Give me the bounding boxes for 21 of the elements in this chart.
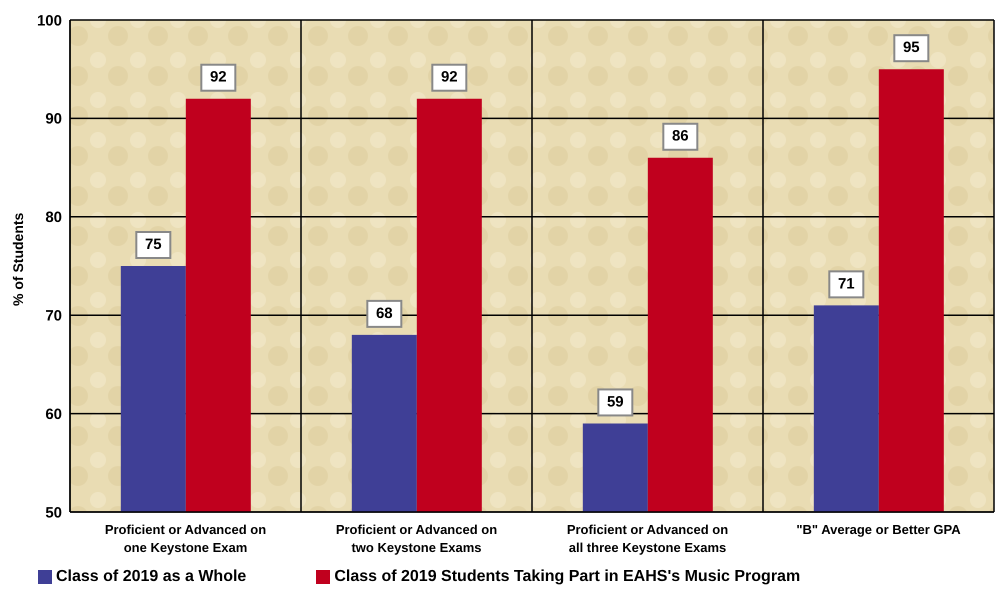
legend-label: Class of 2019 Students Taking Part in EAHS's Music Program — [333, 568, 800, 586]
x-tick-label: "B" Average or Better GPA — [796, 522, 962, 537]
y-tick-label: 90 — [45, 110, 62, 128]
x-tick-label: Proficient or Advanced on two Keystone Exams — [336, 522, 498, 555]
data-label: 75 — [144, 236, 162, 253]
data-label: 71 — [838, 275, 855, 292]
data-label: 92 — [440, 68, 458, 86]
x-tick-label: Proficient or Advanced on one Keystone Exam — [104, 522, 266, 555]
y-tick-label: 100 — [36, 12, 62, 30]
data-label: 86 — [672, 128, 689, 145]
data-label: 68 — [376, 304, 393, 322]
x-tick-label: Proficient or Advanced on all three Keystone Exams — [566, 522, 728, 555]
data-label: 92 — [210, 68, 227, 86]
y-tick-label: 80 — [45, 209, 62, 226]
data-label: 95 — [902, 39, 920, 56]
y-tick-label: 60 — [45, 406, 62, 423]
legend-label: Class of 2019 as a Whole — [55, 568, 246, 586]
y-tick-label: 70 — [45, 308, 62, 325]
y-axis-title: % of Students — [10, 212, 26, 306]
data-label: 59 — [606, 393, 624, 410]
y-tick-label: 50 — [45, 504, 62, 522]
